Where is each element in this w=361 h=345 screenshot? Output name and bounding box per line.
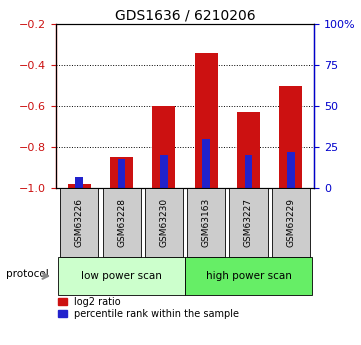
Text: GSM63163: GSM63163	[202, 198, 211, 247]
Text: GSM63227: GSM63227	[244, 198, 253, 247]
Bar	[103, 188, 140, 257]
Bar	[279, 86, 303, 188]
Text: high power scan: high power scan	[205, 271, 291, 281]
Bar	[203, 139, 210, 188]
Text: low power scan: low power scan	[81, 271, 162, 281]
Bar	[145, 188, 183, 257]
Text: GSM63226: GSM63226	[75, 198, 84, 247]
Bar	[245, 155, 252, 188]
Bar	[75, 177, 83, 188]
Bar	[110, 157, 133, 188]
Text: protocol: protocol	[6, 269, 48, 279]
Bar	[160, 155, 168, 188]
Legend: log2 ratio, percentile rank within the sample: log2 ratio, percentile rank within the s…	[57, 296, 240, 320]
Bar	[187, 188, 225, 257]
Bar	[60, 188, 98, 257]
Title: GDS1636 / 6210206: GDS1636 / 6210206	[115, 9, 255, 23]
Bar	[287, 152, 295, 188]
Bar	[237, 112, 260, 188]
Bar	[68, 184, 91, 188]
Text: GSM63229: GSM63229	[286, 198, 295, 247]
Bar	[185, 257, 312, 295]
Bar	[118, 158, 125, 188]
Bar	[195, 53, 218, 188]
Bar	[230, 188, 268, 257]
Text: GSM63230: GSM63230	[159, 198, 168, 247]
Bar	[58, 257, 185, 295]
Text: GSM63228: GSM63228	[117, 198, 126, 247]
Bar	[272, 188, 310, 257]
Bar	[152, 106, 175, 188]
